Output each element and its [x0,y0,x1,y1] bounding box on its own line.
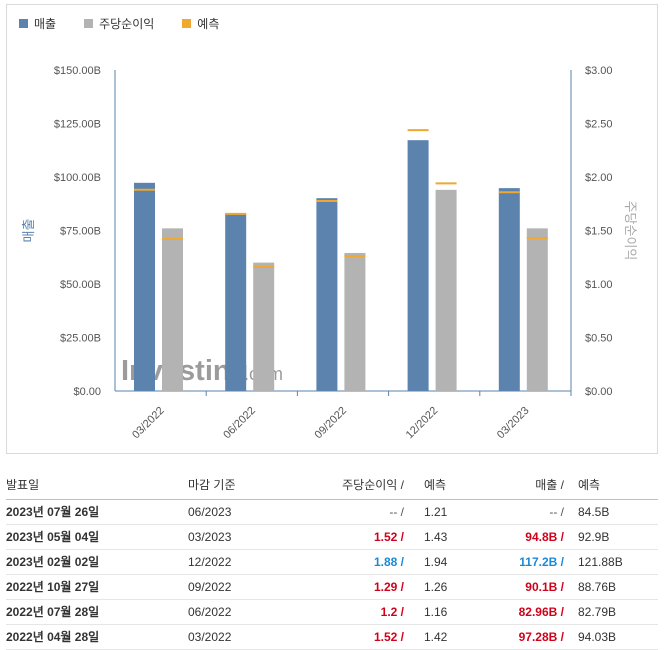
row-eps: -- / [389,505,404,519]
row-period: 09/2022 [188,580,232,594]
revenue-bar [225,213,247,391]
row-period: 03/2023 [188,530,232,544]
table-row: 2022년 10월 27일 09/2022 1.29 / 1.26 90.1B / 88.… [6,575,658,600]
row-eps-forecast: 1.26 [424,580,448,594]
y2-tick-label: $0.50 [585,333,613,345]
row-date: 2022년 07월 28일 [6,605,100,619]
eps-swatch [84,19,94,28]
row-eps-forecast: 1.21 [424,505,448,519]
row-revenue: 117.2B / [519,555,564,569]
row-revenue: 90.1B / [525,580,564,594]
y-tick-label: $125.00B [54,119,101,131]
legend-eps-label: 주당순이익 [99,17,155,31]
eps-bar [162,228,183,391]
table-body: 2023년 07월 26일 06/2023 -- /1.21 -- /84.5B 202… [6,500,658,650]
row-eps-forecast: 1.43 [424,530,448,544]
y2-tick-label: $3.00 [585,65,613,77]
row-eps-forecast: 1.94 [424,555,448,569]
row-eps: 1.88 / [373,555,404,569]
y2-tick-label: $1.00 [585,279,613,291]
x-tick-label: 09/2022 [313,405,350,442]
table-row: 2022년 07월 28일 06/2022 1.2 / 1.16 82.96B / 82.… [6,600,658,625]
header-revenue-forecast[interactable]: 예측 [578,478,601,492]
x-tick-label: 06/2022 [221,405,258,442]
table-header: 발표일 마감 기준 주당순이익 / 예측 매출 / 예측 [6,473,658,500]
revenue-bar [316,198,338,391]
row-eps: 1.52 / [373,530,404,544]
earnings-table: 발표일 마감 기준 주당순이익 / 예측 매출 / 예측 2023년 07월 2… [6,473,658,650]
row-revenue-forecast: 92.9B [578,530,610,544]
table-row: 2023년 07월 26일 06/2023 -- / 1.21 -- / 84.5B [6,500,658,525]
y-axis-title: 매출 [21,219,36,243]
header-revenue[interactable]: 매출 / [535,478,564,492]
row-revenue: -- / [549,505,564,519]
row-revenue-forecast: 121.88B [578,555,623,569]
revenue-swatch [19,19,28,28]
revenue-bar [134,182,155,391]
row-eps-forecast: 1.16 [424,605,448,619]
row-eps: 1.2 / [380,605,404,619]
y-tick-label: $100.00B [54,172,101,184]
header-eps[interactable]: 주당순이익 / [342,478,404,492]
legend-revenue-label: 매출 [34,17,57,31]
header-date[interactable]: 발표일 [6,478,40,492]
row-period: 06/2023 [188,505,232,519]
row-period: 12/2022 [188,555,232,569]
header-period[interactable]: 마감 기준 [188,478,236,492]
header-eps-forecast[interactable]: 예측 [424,478,447,492]
row-date: 2023년 02월 02일 [6,555,100,569]
y2-tick-label: $2.50 [585,119,613,131]
eps-bar [344,252,366,391]
row-revenue: 94.8B / [525,530,564,544]
row-date: 2023년 07월 26일 [6,505,100,519]
y-tick-label: $75.00B [60,226,101,238]
legend-forecast-label: 예측 [197,17,220,31]
legend-item-forecast[interactable]: 예측 [182,15,219,32]
row-eps-forecast: 1.42 [424,630,448,644]
chart-legend: 매출 주당순이익 예측 [19,15,219,32]
x-tick-label: 03/2022 [130,405,167,442]
row-date: 2023년 05월 04일 [6,530,100,544]
x-tick-label: 03/2023 [495,405,532,442]
row-revenue: 82.96B / [518,605,564,619]
chart-plot: $0.00 $25.00B $50.00B $75.00B $100.00B $125.0… [21,65,638,442]
earnings-chart: 매출 주당순이익 예측 $0.00 $25.00B $50.00B $75.00B $1… [6,4,658,454]
eps-bar [435,189,457,391]
revenue-bar [407,140,429,391]
row-revenue-forecast: 88.76B [578,580,617,594]
table-row: 2023년 05월 04일 03/2023 1.52 / 1.43 94.8B / 92.… [6,525,658,550]
table-row: 2023년 02월 02일 12/2022 1.88 / 1.94 117.2B / 12… [6,550,658,575]
row-period: 06/2022 [188,605,232,619]
row-revenue: 97.28B / [518,630,564,644]
y-tick-label: $0.00 [73,386,101,398]
forecast-swatch [182,19,192,28]
table-row: 2022년 04월 28일 03/2022 1.52 / 1.42 97.28B / 94… [6,625,658,650]
legend-item-eps[interactable]: 주당순이익 [84,15,154,32]
row-date: 2022년 10월 27일 [6,580,100,594]
row-revenue-forecast: 84.5B [578,505,610,519]
legend-item-revenue[interactable]: 매출 [19,15,56,32]
row-period: 03/2022 [188,630,232,644]
y2-tick-label: $0.00 [585,386,613,398]
revenue-bar [498,188,520,391]
row-date: 2022년 04월 28일 [6,630,100,644]
row-revenue-forecast: 94.03B [578,630,617,644]
eps-bar [526,228,548,391]
eps-bar [253,262,275,391]
y2-tick-label: $1.50 [585,226,613,238]
row-eps: 1.29 / [373,580,404,594]
x-tick-label: 12/2022 [404,405,441,442]
row-eps: 1.52 / [373,630,404,644]
y-tick-label: $150.00B [54,65,101,77]
y2-tick-label: $2.00 [585,172,613,184]
y2-axis-title: 주당순이익 [623,201,638,261]
y-tick-label: $25.00B [60,333,101,345]
row-revenue-forecast: 82.79B [578,605,617,619]
y-tick-label: $50.00B [60,279,101,291]
